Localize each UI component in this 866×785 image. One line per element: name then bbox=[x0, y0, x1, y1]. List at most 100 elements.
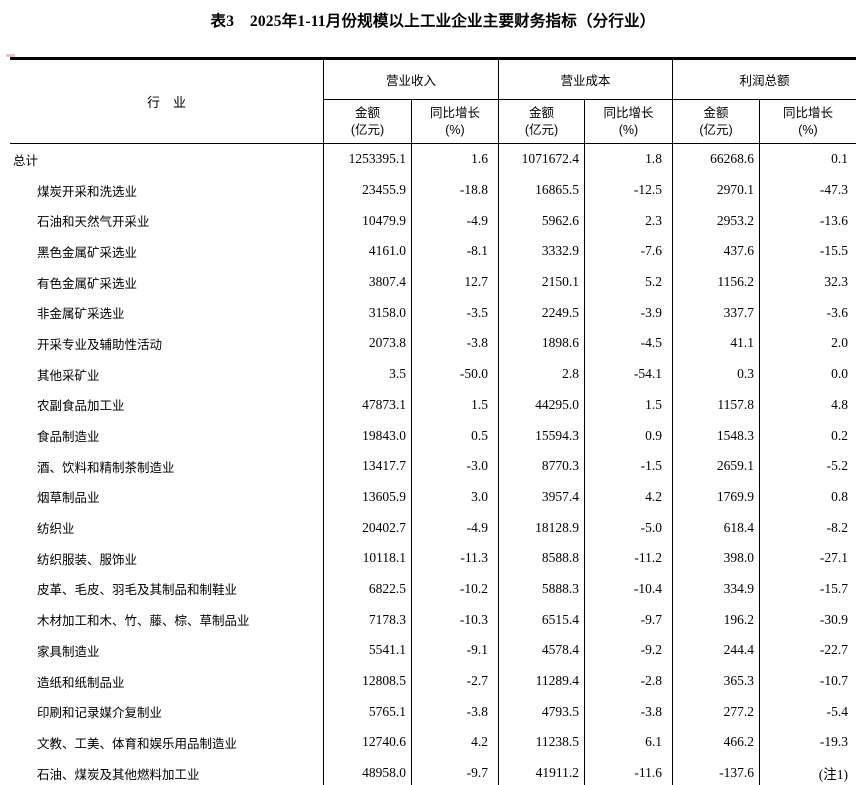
table-header: 行 业 营业收入 金额 (亿元) 同比增长 (%) bbox=[10, 60, 856, 144]
revenue-growth-cell: 1.6 bbox=[412, 144, 499, 175]
profit-growth-cell: -10.7 bbox=[819, 673, 848, 689]
subheader-cost-growth: 同比增长 (%) bbox=[585, 100, 672, 143]
profit-amount-cell: 2970.1 bbox=[673, 174, 760, 206]
revenue-amount-cell: 7178.3 bbox=[324, 604, 412, 635]
table-row: 家具制造业 5541.1 -9.1 4578.4 -9.2 244.4 -22.… bbox=[10, 635, 856, 666]
table-row: 总计 1253395.1 1.6 1071672.4 1.8 66268.6 0… bbox=[10, 144, 856, 175]
subheader-line: (亿元) bbox=[350, 122, 385, 137]
revenue-growth-cell: 3.0 bbox=[412, 481, 499, 513]
group-label-total-profit: 利润总额 bbox=[673, 60, 856, 100]
cost-amount-cell: 11238.5 bbox=[499, 727, 585, 758]
header-group-operating-cost: 营业成本 金额 (亿元) 同比增长 (%) bbox=[499, 60, 673, 143]
group-label-operating-cost: 营业成本 bbox=[499, 60, 672, 100]
profit-amount-cell: 66268.6 bbox=[673, 144, 760, 175]
profit-amount-cell: 1157.8 bbox=[673, 389, 760, 421]
cost-amount-cell: 11289.4 bbox=[499, 665, 585, 697]
revenue-amount-cell: 23455.9 bbox=[324, 174, 412, 206]
industry-name-cell: 农副食品加工业 bbox=[10, 389, 324, 421]
industry-name-cell: 印刷和记录媒介复制业 bbox=[10, 696, 324, 728]
cost-growth-cell: -9.2 bbox=[585, 635, 673, 666]
cost-amount-cell: 16865.5 bbox=[499, 174, 585, 206]
subheader-line: (亿元) bbox=[699, 122, 733, 137]
cost-amount-cell: 15594.3 bbox=[499, 420, 585, 451]
profit-growth-cell: -8.2 bbox=[826, 519, 848, 535]
cost-growth-cell: -1.5 bbox=[585, 450, 673, 482]
cost-amount-cell: 4793.5 bbox=[499, 696, 585, 728]
cost-amount-cell: 2249.5 bbox=[499, 297, 585, 329]
revenue-amount-cell: 19843.0 bbox=[324, 420, 412, 451]
cost-amount-cell: 8770.3 bbox=[499, 450, 585, 482]
industry-name-cell: 黑色金属矿采选业 bbox=[10, 236, 324, 267]
industry-name-cell: 文教、工美、体育和娱乐用品制造业 bbox=[10, 727, 324, 758]
subheader-cost-amount: 金额 (亿元) bbox=[499, 100, 585, 143]
profit-growth-cell: 0.8 bbox=[831, 488, 848, 504]
profit-growth-cell: -47.3 bbox=[819, 182, 848, 198]
revenue-growth-cell: 12.7 bbox=[412, 266, 499, 298]
profit-amount-cell: 337.7 bbox=[673, 297, 760, 329]
revenue-amount-cell: 12740.6 bbox=[324, 727, 412, 758]
profit-amount-cell: 437.6 bbox=[673, 236, 760, 267]
cost-growth-cell: -11.6 bbox=[585, 757, 673, 785]
table-row: 木材加工和木、竹、藤、棕、草制品业 7178.3 -10.3 6515.4 -9… bbox=[10, 604, 856, 635]
profit-growth-cell: -15.5 bbox=[819, 243, 848, 259]
cost-growth-cell: -54.1 bbox=[585, 358, 673, 390]
revenue-growth-cell: -4.9 bbox=[412, 512, 499, 543]
cost-amount-cell: 18128.9 bbox=[499, 512, 585, 543]
industry-name-cell: 食品制造业 bbox=[10, 420, 324, 451]
industry-name-cell: 家具制造业 bbox=[10, 635, 324, 666]
table-row: 纺织服装、服饰业 10118.1 -11.3 8588.8 -11.2 398.… bbox=[10, 542, 856, 574]
revenue-growth-cell: -18.8 bbox=[412, 174, 499, 206]
profit-growth-cell: 32.3 bbox=[824, 274, 848, 290]
cost-amount-cell: 3332.9 bbox=[499, 236, 585, 267]
revenue-amount-cell: 13417.7 bbox=[324, 450, 412, 482]
cost-amount-cell: 5888.3 bbox=[499, 573, 585, 605]
revenue-growth-cell: 4.2 bbox=[412, 727, 499, 758]
industry-name-cell: 造纸和纸制品业 bbox=[10, 665, 324, 697]
profit-growth-cell: -5.2 bbox=[826, 458, 848, 474]
profit-growth-cell: -19.3 bbox=[819, 734, 848, 750]
profit-amount-cell: 334.9 bbox=[673, 573, 760, 605]
subheader-profit-growth: 同比增长 (%) bbox=[760, 100, 856, 143]
subheader-line: (%) bbox=[445, 122, 465, 137]
profit-amount-cell: 196.2 bbox=[673, 604, 760, 635]
cost-growth-cell: -5.0 bbox=[585, 512, 673, 543]
industry-name-cell: 开采专业及辅助性活动 bbox=[10, 328, 324, 359]
profit-amount-cell: 1156.2 bbox=[673, 266, 760, 298]
red-mark-artifact bbox=[6, 54, 15, 57]
cost-growth-cell: -9.7 bbox=[585, 604, 673, 635]
subheader-revenue-growth: 同比增长 (%) bbox=[412, 100, 498, 143]
header-group-total-profit: 利润总额 金额 (亿元) 同比增长 (%) bbox=[673, 60, 856, 143]
subheader-line: 金额 bbox=[528, 105, 554, 120]
cost-amount-cell: 4578.4 bbox=[499, 635, 585, 666]
industry-name-cell: 纺织服装、服饰业 bbox=[10, 542, 324, 574]
revenue-growth-cell: -2.7 bbox=[412, 665, 499, 697]
industry-name-cell: 烟草制品业 bbox=[10, 481, 324, 513]
profit-growth-cell: -3.6 bbox=[826, 304, 848, 320]
profit-amount-cell: 2659.1 bbox=[673, 450, 760, 482]
revenue-amount-cell: 5765.1 bbox=[324, 696, 412, 728]
profit-amount-cell: 2953.2 bbox=[673, 205, 760, 237]
cost-growth-cell: 0.9 bbox=[585, 420, 673, 451]
revenue-growth-cell: -11.3 bbox=[412, 542, 499, 574]
profit-amount-cell: 466.2 bbox=[673, 727, 760, 758]
revenue-amount-cell: 2073.8 bbox=[324, 328, 412, 359]
subheader-line: (%) bbox=[618, 122, 639, 137]
industry-name-cell: 纺织业 bbox=[10, 512, 324, 543]
revenue-growth-cell: -3.8 bbox=[412, 696, 499, 728]
table-row: 黑色金属矿采选业 4161.0 -8.1 3332.9 -7.6 437.6 -… bbox=[10, 236, 856, 267]
page-title: 表3 2025年1-11月份规模以上工业企业主要财务指标（分行业） bbox=[210, 13, 656, 30]
subheader-line: (亿元) bbox=[524, 122, 559, 137]
profit-growth-cell: 0.2 bbox=[831, 427, 848, 443]
industry-name-cell: 木材加工和木、竹、藤、棕、草制品业 bbox=[10, 604, 324, 635]
revenue-amount-cell: 5541.1 bbox=[324, 635, 412, 666]
revenue-amount-cell: 4161.0 bbox=[324, 236, 412, 267]
cost-growth-cell: -11.2 bbox=[585, 542, 673, 574]
industry-name-cell: 煤炭开采和洗选业 bbox=[10, 174, 324, 206]
cost-growth-cell: -2.8 bbox=[585, 665, 673, 697]
revenue-growth-cell: -9.7 bbox=[412, 757, 499, 785]
revenue-amount-cell: 3.5 bbox=[324, 358, 412, 390]
profit-growth-cell: -30.9 bbox=[819, 611, 848, 627]
revenue-growth-cell: -10.3 bbox=[412, 604, 499, 635]
revenue-growth-cell: 0.5 bbox=[412, 420, 499, 451]
